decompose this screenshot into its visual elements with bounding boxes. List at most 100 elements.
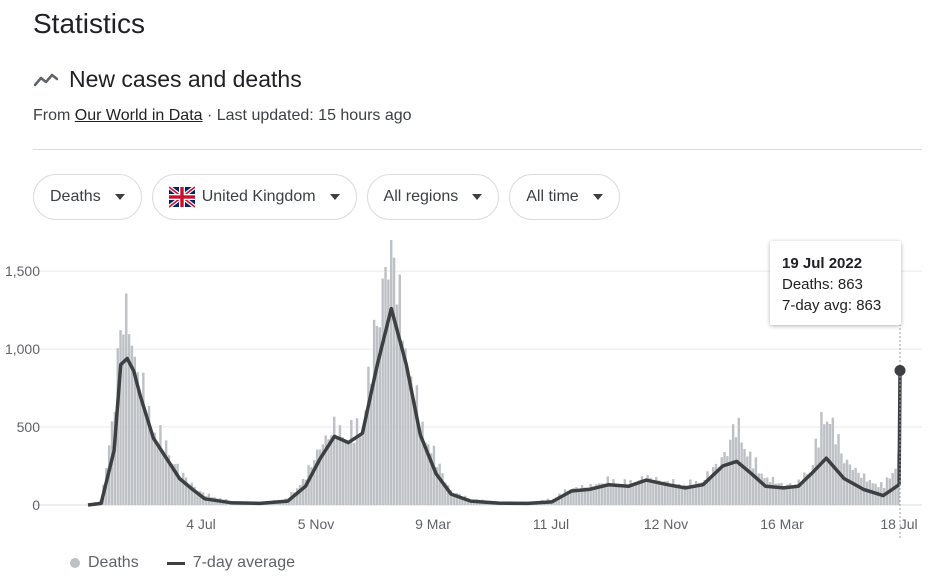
trend-line-icon	[33, 73, 59, 86]
death-bar	[367, 366, 370, 505]
legend-line-label: 7-day average	[192, 554, 295, 571]
death-bar	[196, 490, 199, 505]
death-bar	[569, 489, 572, 505]
death-bar	[603, 483, 607, 505]
death-bar	[372, 319, 376, 505]
death-bar	[609, 484, 612, 505]
death-bar	[424, 442, 427, 505]
death-bar	[623, 479, 627, 505]
death-bar	[335, 438, 339, 505]
death-bar	[170, 463, 174, 505]
death-bar	[612, 479, 615, 505]
death-bar	[116, 348, 119, 505]
death-bar	[187, 484, 191, 505]
x-axis: 4 Jul 5 Nov 9 Mar 11 Jul 12 Nov 16 Mar 18 Jul	[186, 516, 917, 532]
metric-dropdown[interactable]: Deaths	[33, 174, 142, 220]
death-bar	[578, 488, 581, 505]
death-bar	[660, 482, 664, 505]
death-bar	[378, 327, 382, 505]
death-bar	[700, 482, 703, 505]
death-bar	[144, 416, 148, 505]
last-updated: · Last updated: 15 hours ago	[202, 107, 412, 124]
death-bar	[415, 385, 419, 505]
death-bar	[717, 468, 721, 505]
tooltip: 19 Jul 2022 Deaths: 863 7-day avg: 863	[770, 241, 901, 325]
country-dropdown[interactable]: United Kingdom	[151, 174, 357, 220]
y-tick-label: 0	[32, 497, 40, 513]
death-bar	[421, 421, 424, 505]
death-bar	[669, 485, 672, 505]
death-bar	[780, 483, 783, 505]
death-bar	[404, 348, 407, 505]
death-bar	[865, 481, 869, 505]
death-bar	[791, 485, 795, 505]
death-bar	[635, 484, 638, 505]
death-bar	[840, 453, 843, 505]
death-bar	[350, 419, 353, 505]
death-bar	[162, 451, 165, 505]
death-bar	[615, 484, 618, 505]
death-bar	[429, 453, 433, 505]
x-tick-label: 11 Jul	[533, 516, 569, 532]
death-bar	[654, 477, 658, 505]
death-bar	[777, 483, 780, 505]
death-bar	[347, 443, 350, 505]
death-bar	[563, 489, 567, 505]
death-bar	[831, 417, 835, 505]
death-bar	[295, 488, 299, 505]
death-bar	[293, 492, 296, 505]
metric-label: Deaths	[50, 188, 101, 205]
death-bar	[734, 437, 738, 505]
death-bar	[600, 483, 604, 505]
death-bar	[692, 486, 695, 505]
death-bar	[458, 493, 461, 505]
source-line: From Our World in Data · Last updated: 1…	[33, 107, 412, 125]
death-bar	[390, 240, 393, 505]
period-dropdown[interactable]: All time	[509, 174, 620, 220]
death-bar	[632, 483, 635, 505]
death-bar	[774, 483, 778, 505]
death-bar	[330, 435, 333, 505]
deaths-chart[interactable]: 0 500 1,000 1,500 4 Jul 5 Nov 9 Mar 11 Jul 12 N…	[0, 230, 934, 546]
death-bar	[113, 411, 117, 505]
death-bar	[786, 484, 789, 505]
death-bar	[677, 483, 681, 505]
death-bar	[731, 424, 735, 505]
tooltip-deaths: Deaths: 863	[782, 276, 863, 293]
x-tick-label: 12 Nov	[644, 516, 688, 532]
death-bar	[760, 473, 763, 505]
death-bar	[173, 464, 176, 505]
death-bar	[407, 371, 410, 505]
source-link[interactable]: Our World in Data	[74, 107, 203, 124]
death-bar	[640, 476, 644, 505]
death-bar	[452, 494, 456, 505]
death-bar	[133, 356, 137, 505]
death-bar	[746, 456, 749, 505]
death-bar	[318, 449, 322, 505]
death-bar	[381, 278, 384, 505]
death-bar	[184, 477, 188, 505]
death-bar	[364, 410, 367, 505]
death-bar	[444, 482, 447, 505]
death-bar	[811, 465, 815, 505]
death-bar	[130, 345, 134, 505]
death-bar	[666, 480, 669, 505]
death-bar	[606, 476, 609, 505]
death-bar	[313, 460, 316, 505]
death-bar	[398, 274, 401, 505]
death-bar	[560, 494, 564, 505]
death-bar	[694, 480, 698, 505]
region-dropdown[interactable]: All regions	[366, 174, 500, 220]
section-title: New cases and deaths	[69, 66, 302, 92]
death-bar	[626, 486, 629, 505]
death-bar	[589, 483, 592, 505]
death-bar	[843, 463, 846, 505]
death-bar	[387, 279, 390, 505]
death-bar	[814, 438, 817, 505]
y-tick-label: 500	[17, 419, 41, 435]
death-bar	[794, 484, 797, 505]
death-bar	[310, 467, 313, 505]
death-bar	[595, 484, 598, 505]
death-bar	[720, 457, 723, 505]
death-bar	[797, 479, 800, 505]
